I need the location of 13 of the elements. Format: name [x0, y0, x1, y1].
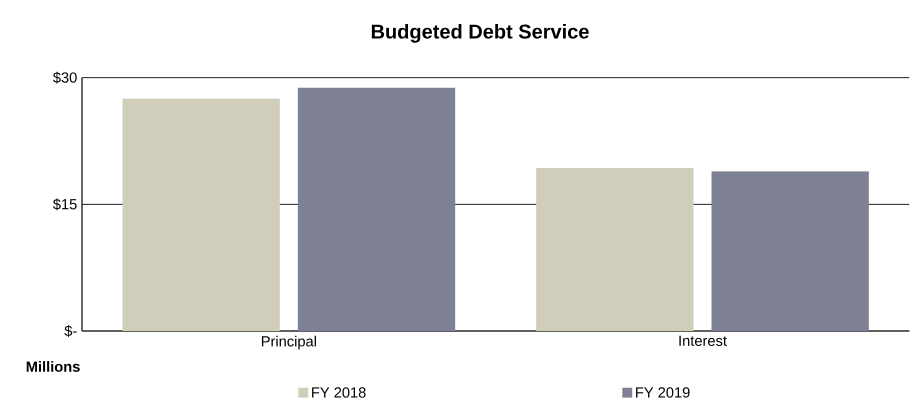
- x-tick-label: Principal: [262, 336, 316, 350]
- y-tick-label: $30: [52, 72, 77, 84]
- bar: [298, 88, 456, 331]
- bar: [712, 171, 869, 331]
- chart-title: Budgeted Debt Service: [372, 24, 589, 43]
- bar: [122, 98, 280, 331]
- x-tick-label: Interest: [679, 336, 727, 346]
- y-tick-label: $-: [64, 325, 77, 337]
- y-axis-title: Millions: [26, 361, 80, 372]
- legend-label: FY 2019: [636, 387, 690, 398]
- legend-label: FY 2018: [312, 387, 366, 398]
- bar: [536, 168, 694, 331]
- y-tick-label: $15: [52, 198, 77, 210]
